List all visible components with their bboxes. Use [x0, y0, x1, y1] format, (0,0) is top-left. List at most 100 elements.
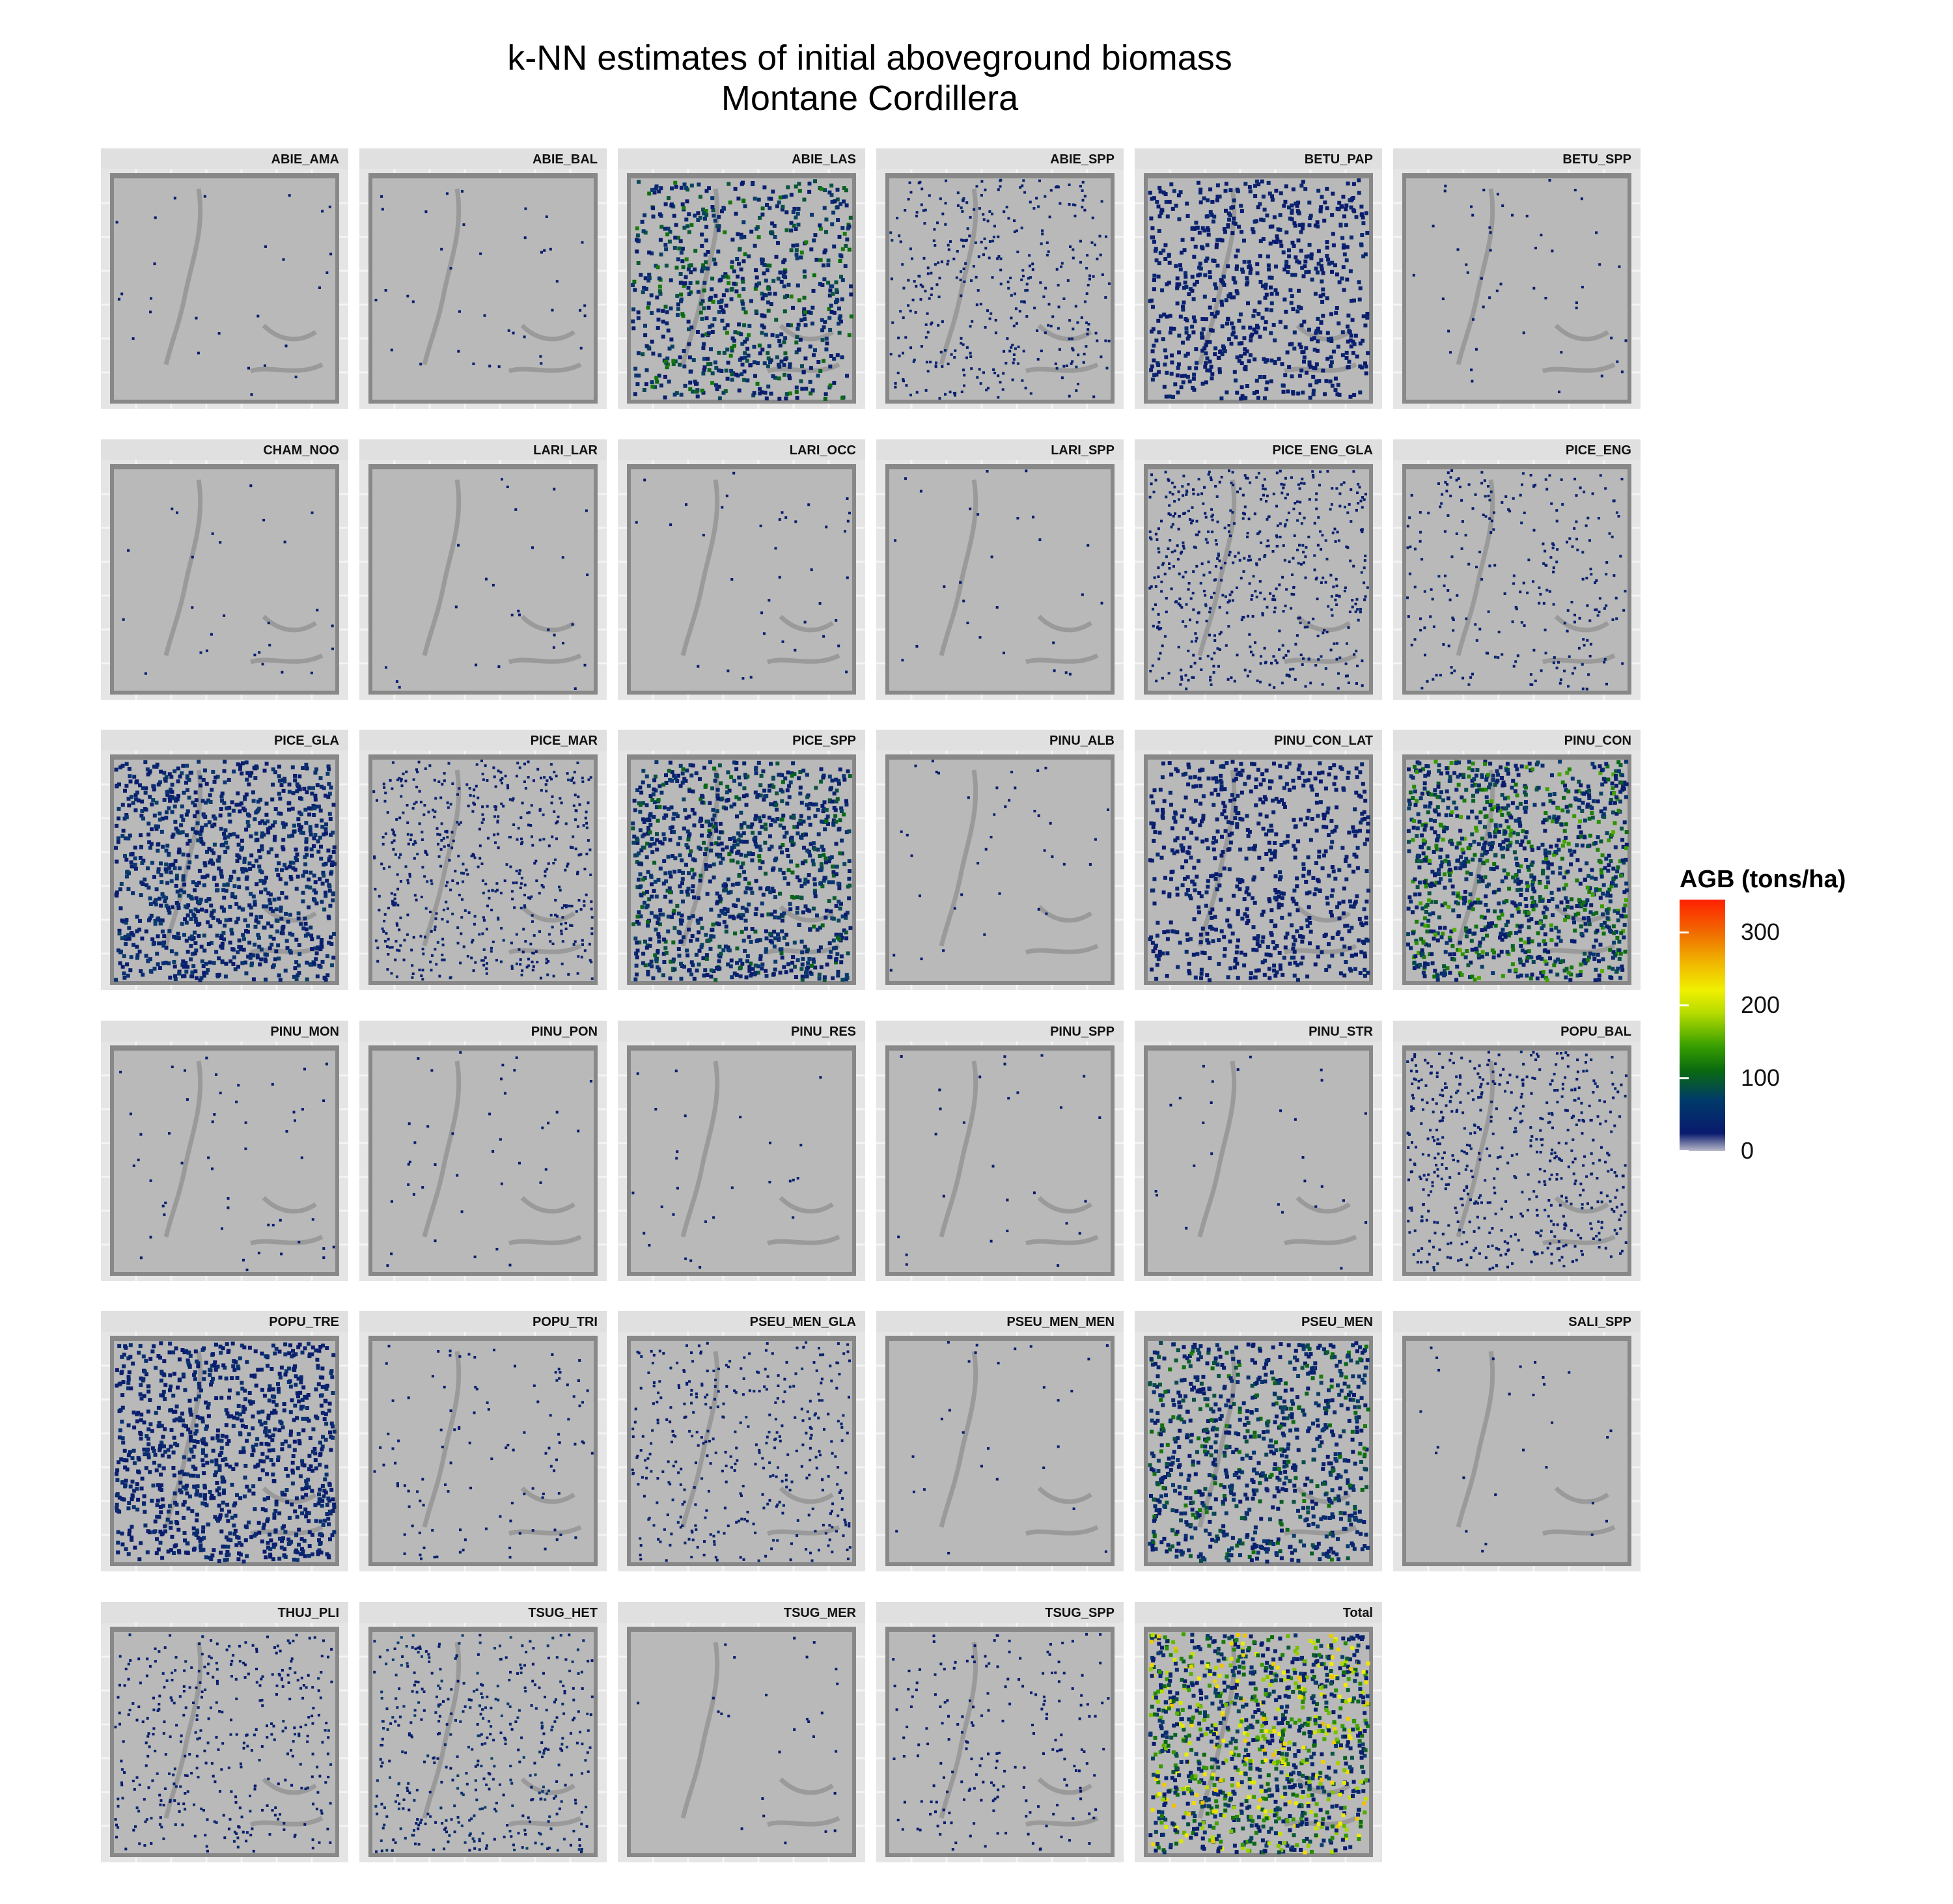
- biomass-pixel: [1081, 593, 1084, 596]
- biomass-pixel: [1283, 325, 1288, 329]
- biomass-pixel: [439, 796, 443, 799]
- biomass-pixel: [240, 870, 245, 874]
- biomass-pixel: [1284, 497, 1287, 500]
- biomass-pixel: [1361, 254, 1366, 258]
- biomass-pixel: [802, 269, 807, 274]
- biomass-pixel: [283, 862, 287, 867]
- biomass-pixel: [486, 962, 488, 965]
- biomass-pixel: [450, 831, 454, 834]
- biomass-pixel: [398, 856, 401, 859]
- biomass-pixel: [1149, 368, 1154, 372]
- biomass-pixel: [573, 771, 576, 774]
- biomass-pixel: [1248, 271, 1253, 275]
- biomass-pixel: [636, 351, 641, 355]
- biomass-pixel: [739, 332, 743, 337]
- biomass-pixel: [1302, 551, 1305, 554]
- biomass-pixel: [1312, 474, 1315, 476]
- biomass-pixel: [902, 378, 905, 381]
- biomass-pixel: [733, 330, 738, 335]
- biomass-pixel: [279, 783, 284, 788]
- biomass-pixel: [1282, 610, 1285, 613]
- biomass-pixel: [782, 363, 786, 367]
- biomass-pixel: [164, 904, 169, 908]
- biomass-pixel: [1092, 395, 1096, 398]
- biomass-pixel: [243, 797, 247, 801]
- biomass-pixel: [807, 816, 811, 820]
- biomass-pixel: [646, 278, 651, 283]
- biomass-pixel: [1478, 551, 1482, 553]
- biomass-pixel: [943, 585, 946, 588]
- biomass-pixel: [186, 853, 191, 857]
- biomass-pixel: [808, 971, 812, 975]
- biomass-pixel: [973, 208, 976, 211]
- biomass-pixel: [1226, 601, 1230, 604]
- biomass-pixel: [419, 363, 422, 366]
- biomass-pixel: [1363, 498, 1366, 501]
- biomass-pixel: [1339, 204, 1344, 209]
- biomass-pixel: [462, 872, 465, 875]
- biomass-pixel: [1204, 594, 1207, 597]
- biomass-pixel: [729, 805, 734, 809]
- biomass-pixel: [835, 290, 839, 294]
- biomass-pixel: [580, 956, 583, 959]
- biomass-pixel: [1273, 359, 1277, 364]
- biomass-pixel: [302, 870, 307, 874]
- biomass-pixel: [273, 770, 277, 775]
- biomass-pixel: [1342, 252, 1347, 256]
- biomass-pixel: [665, 321, 669, 325]
- biomass-pixel: [971, 320, 974, 323]
- biomass-pixel: [1248, 633, 1251, 636]
- biomass-pixel: [262, 519, 266, 521]
- biomass-pixel: [667, 240, 672, 244]
- biomass-pixel: [167, 794, 172, 799]
- biomass-pixel: [307, 877, 311, 882]
- biomass-pixel: [328, 205, 331, 208]
- biomass-pixel: [574, 848, 577, 851]
- biomass-pixel: [1624, 339, 1628, 342]
- biomass-pixel: [122, 954, 126, 958]
- biomass-pixel: [667, 379, 671, 384]
- biomass-pixel: [462, 880, 465, 883]
- biomass-pixel: [1319, 258, 1323, 262]
- biomass-pixel: [1284, 260, 1289, 264]
- biomass-pixel: [663, 374, 667, 379]
- biomass-pixel: [1085, 321, 1088, 324]
- biomass-pixel: [1588, 539, 1591, 542]
- biomass-pixel: [736, 232, 740, 236]
- biomass-pixel: [184, 939, 189, 943]
- biomass-pixel: [1075, 365, 1078, 368]
- biomass-pixel: [766, 356, 771, 361]
- biomass-pixel: [1314, 362, 1319, 366]
- biomass-pixel: [740, 342, 745, 346]
- biomass-pixel: [801, 833, 805, 837]
- biomass-pixel: [939, 197, 942, 200]
- biomass-pixel: [842, 199, 846, 204]
- biomass-pixel: [589, 848, 592, 851]
- biomass-pixel: [786, 323, 790, 327]
- biomass-pixel: [422, 952, 425, 956]
- facet-map-panel: [101, 751, 348, 990]
- facet-label: LARI_OCC: [789, 443, 856, 458]
- biomass-pixel: [236, 762, 240, 767]
- biomass-pixel: [165, 792, 170, 797]
- biomass-pixel: [766, 384, 771, 389]
- biomass-pixel: [710, 330, 715, 334]
- biomass-pixel: [1163, 635, 1167, 638]
- biomass-pixel: [712, 257, 717, 262]
- biomass-pixel: [911, 298, 915, 301]
- biomass-pixel: [583, 900, 586, 903]
- biomass-pixel: [243, 918, 247, 922]
- biomass-pixel: [798, 337, 803, 342]
- biomass-pixel: [180, 771, 184, 775]
- biomass-pixel: [1548, 474, 1551, 477]
- biomass-pixel: [1334, 598, 1337, 601]
- biomass-pixel: [797, 189, 802, 193]
- biomass-pixel: [837, 234, 842, 239]
- biomass-pixel: [499, 779, 503, 782]
- biomass-pixel: [1359, 212, 1364, 217]
- biomass-pixel: [299, 831, 303, 835]
- biomass-pixel: [191, 827, 195, 831]
- biomass-pixel: [695, 330, 700, 334]
- biomass-pixel: [812, 273, 816, 277]
- biomass-pixel: [186, 903, 191, 907]
